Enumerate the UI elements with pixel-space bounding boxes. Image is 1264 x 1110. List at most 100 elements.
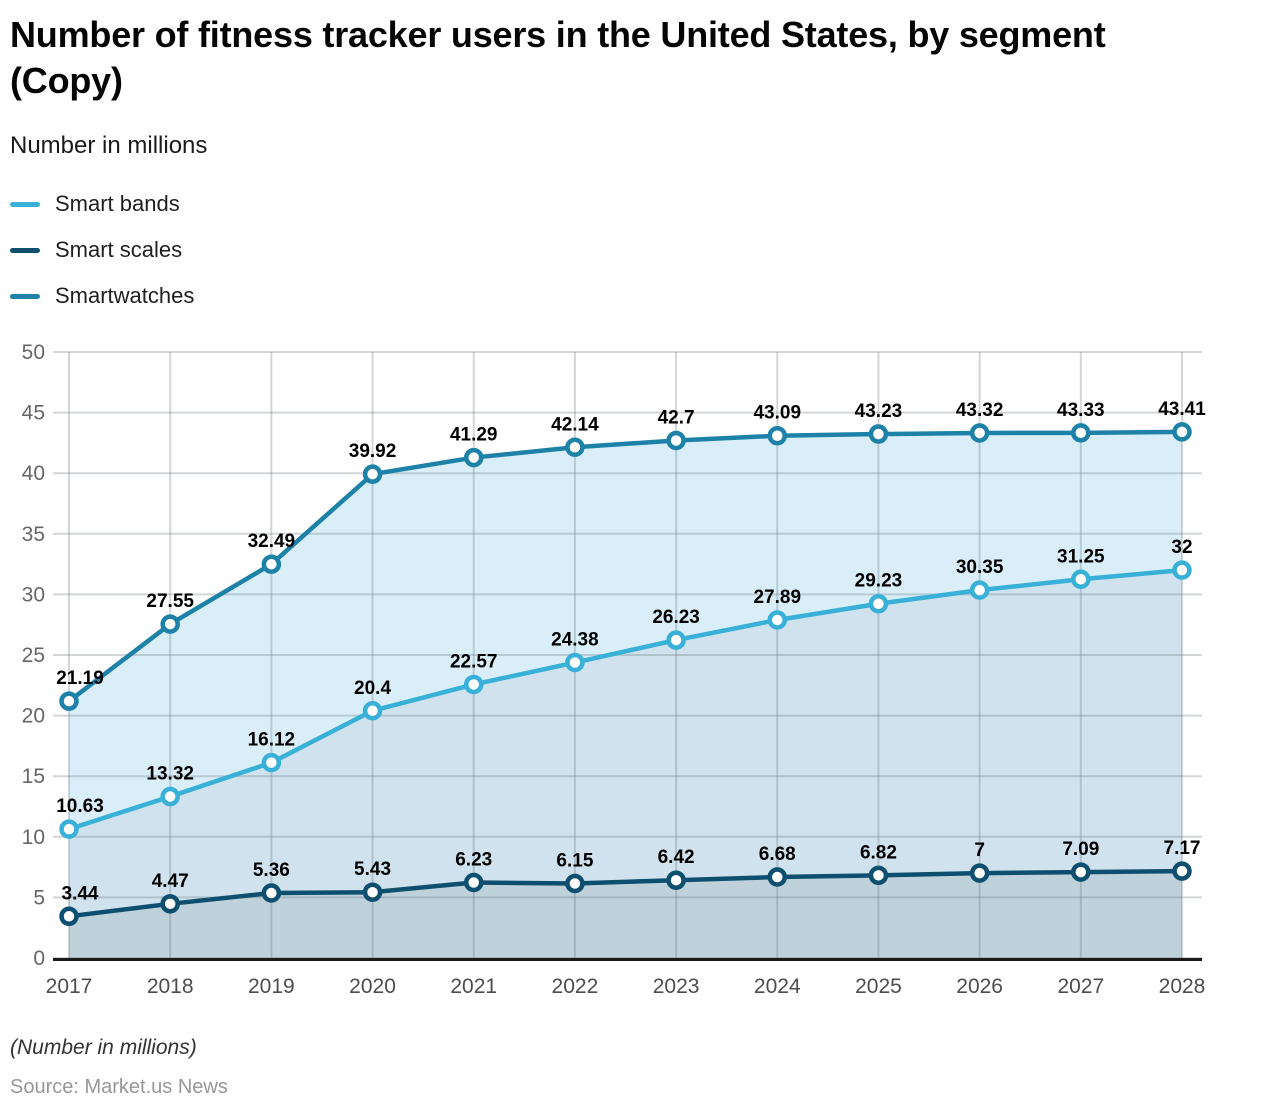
data-point-smartwatches[interactable] <box>1172 422 1192 442</box>
y-tick-label: 15 <box>22 765 45 788</box>
data-label-smart-bands: 31.25 <box>1057 546 1105 567</box>
data-point-smart-scales[interactable] <box>666 870 686 890</box>
y-tick-label: 35 <box>22 523 45 546</box>
data-label-smartwatches: 43.41 <box>1158 399 1206 420</box>
series-line-smart-scales <box>66 868 1185 919</box>
data-label-smart-bands: 24.38 <box>551 630 599 651</box>
data-point-smartwatches[interactable] <box>666 430 686 451</box>
data-label-smartwatches: 42.7 <box>658 407 695 428</box>
data-point-smartwatches[interactable] <box>261 554 282 574</box>
data-label-smart-scales: 7.09 <box>1062 839 1099 860</box>
legend-item-smart-scales[interactable]: Smart scales <box>10 236 194 264</box>
y-tick-label: 50 <box>22 341 45 364</box>
x-tick-label: 2022 <box>552 975 599 998</box>
data-point-smartwatches[interactable] <box>362 464 383 484</box>
chart-subtitle: Number in millions <box>10 132 208 159</box>
y-tick-label: 45 <box>22 402 45 425</box>
x-tick-label: 2028 <box>1159 975 1206 998</box>
data-point-smartwatches[interactable] <box>1071 423 1091 443</box>
page-title: Number of fitness tracker users in the U… <box>10 14 1106 101</box>
data-label-smart-bands: 10.63 <box>56 796 104 817</box>
data-point-smart-bands[interactable] <box>463 674 484 695</box>
data-point-smartwatches[interactable] <box>868 424 889 444</box>
data-point-smart-bands[interactable] <box>565 652 585 673</box>
x-tick-label: 2021 <box>450 975 497 998</box>
data-point-smart-scales[interactable] <box>1172 861 1192 881</box>
data-label-smartwatches: 41.29 <box>450 425 498 446</box>
data-label-smart-scales: 6.68 <box>759 844 796 865</box>
data-label-smart-scales: 7 <box>974 840 985 861</box>
x-tick-label: 2019 <box>248 975 295 998</box>
x-tick-label: 2026 <box>956 975 1003 998</box>
data-point-smartwatches[interactable] <box>969 423 990 443</box>
legend-item-smartwatches[interactable]: Smartwatches <box>10 282 194 310</box>
data-point-smart-bands[interactable] <box>1172 560 1192 580</box>
data-point-smart-bands[interactable] <box>160 786 180 807</box>
data-point-smart-scales[interactable] <box>362 882 383 902</box>
data-label-smart-scales: 3.44 <box>62 883 99 904</box>
data-point-smart-bands[interactable] <box>767 610 788 630</box>
data-point-smart-scales[interactable] <box>868 865 889 886</box>
data-point-smart-scales[interactable] <box>160 894 180 914</box>
y-tick-label: 5 <box>33 886 45 909</box>
data-point-smart-bands[interactable] <box>1071 569 1091 589</box>
x-tick-label: 2017 <box>46 975 93 998</box>
legend-label: Smartwatches <box>55 283 195 308</box>
data-point-smart-bands[interactable] <box>969 580 990 600</box>
area-fill-smartwatches <box>69 431 1182 830</box>
x-tick-label: 2025 <box>855 975 902 998</box>
y-tick-label: 20 <box>22 705 45 728</box>
legend-swatch-icon <box>10 201 40 207</box>
data-label-smart-bands: 22.57 <box>450 651 498 672</box>
data-point-smart-scales[interactable] <box>59 906 79 927</box>
footer-source: Source: Market.us News <box>10 1076 228 1098</box>
legend-swatch-icon <box>10 293 40 299</box>
legend-swatch-icon <box>10 247 40 253</box>
area-fill-smart-bands <box>69 570 1182 917</box>
data-label-smartwatches: 43.23 <box>855 401 903 422</box>
data-label-smart-bands: 16.12 <box>248 730 296 751</box>
data-label-smart-bands: 26.23 <box>652 607 700 628</box>
data-point-smart-scales[interactable] <box>767 867 788 887</box>
data-point-smart-scales[interactable] <box>463 872 484 893</box>
data-label-smart-scales: 6.15 <box>556 850 593 871</box>
data-point-smartwatches[interactable] <box>463 447 484 468</box>
data-label-smart-scales: 4.47 <box>152 871 189 892</box>
data-point-smartwatches[interactable] <box>59 691 79 711</box>
data-label-smartwatches: 32.49 <box>248 531 296 552</box>
data-label-smart-bands: 13.32 <box>146 764 194 785</box>
data-label-smart-scales: 6.42 <box>658 847 695 868</box>
data-label-smartwatches: 43.33 <box>1057 400 1105 421</box>
data-label-smart-bands: 20.4 <box>354 678 391 699</box>
data-label-smartwatches: 43.09 <box>753 403 801 424</box>
data-point-smart-scales[interactable] <box>565 873 585 894</box>
data-point-smart-bands[interactable] <box>666 630 686 650</box>
data-point-smart-scales[interactable] <box>261 883 282 903</box>
legend-label: Smart scales <box>55 237 183 262</box>
data-point-smart-bands[interactable] <box>362 701 383 721</box>
data-point-smart-scales[interactable] <box>1071 862 1091 882</box>
data-label-smartwatches: 42.14 <box>551 414 599 435</box>
series-line-smart-bands <box>66 567 1185 832</box>
data-label-smartwatches: 27.55 <box>146 591 194 612</box>
data-label-smart-scales: 5.36 <box>253 860 290 881</box>
data-point-smart-bands[interactable] <box>868 593 889 614</box>
data-point-smartwatches[interactable] <box>767 425 788 446</box>
data-point-smartwatches[interactable] <box>160 614 180 634</box>
data-label-smart-bands: 30.35 <box>956 557 1004 578</box>
data-point-smart-bands[interactable] <box>261 752 282 773</box>
legend-label: Smart bands <box>55 191 180 216</box>
legend: Smart bands Smart scales Smartwatches <box>10 190 194 328</box>
data-point-smart-bands[interactable] <box>59 819 79 839</box>
data-label-smart-bands: 29.23 <box>855 571 903 592</box>
x-tick-label: 2023 <box>653 975 700 998</box>
data-label-smart-bands: 27.89 <box>753 587 801 608</box>
y-tick-label: 30 <box>22 583 45 606</box>
x-tick-label: 2024 <box>754 975 801 998</box>
data-label-smart-scales: 7.17 <box>1164 838 1201 859</box>
data-point-smartwatches[interactable] <box>565 437 585 458</box>
data-point-smart-scales[interactable] <box>969 863 990 883</box>
legend-item-smart-bands[interactable]: Smart bands <box>10 190 194 218</box>
